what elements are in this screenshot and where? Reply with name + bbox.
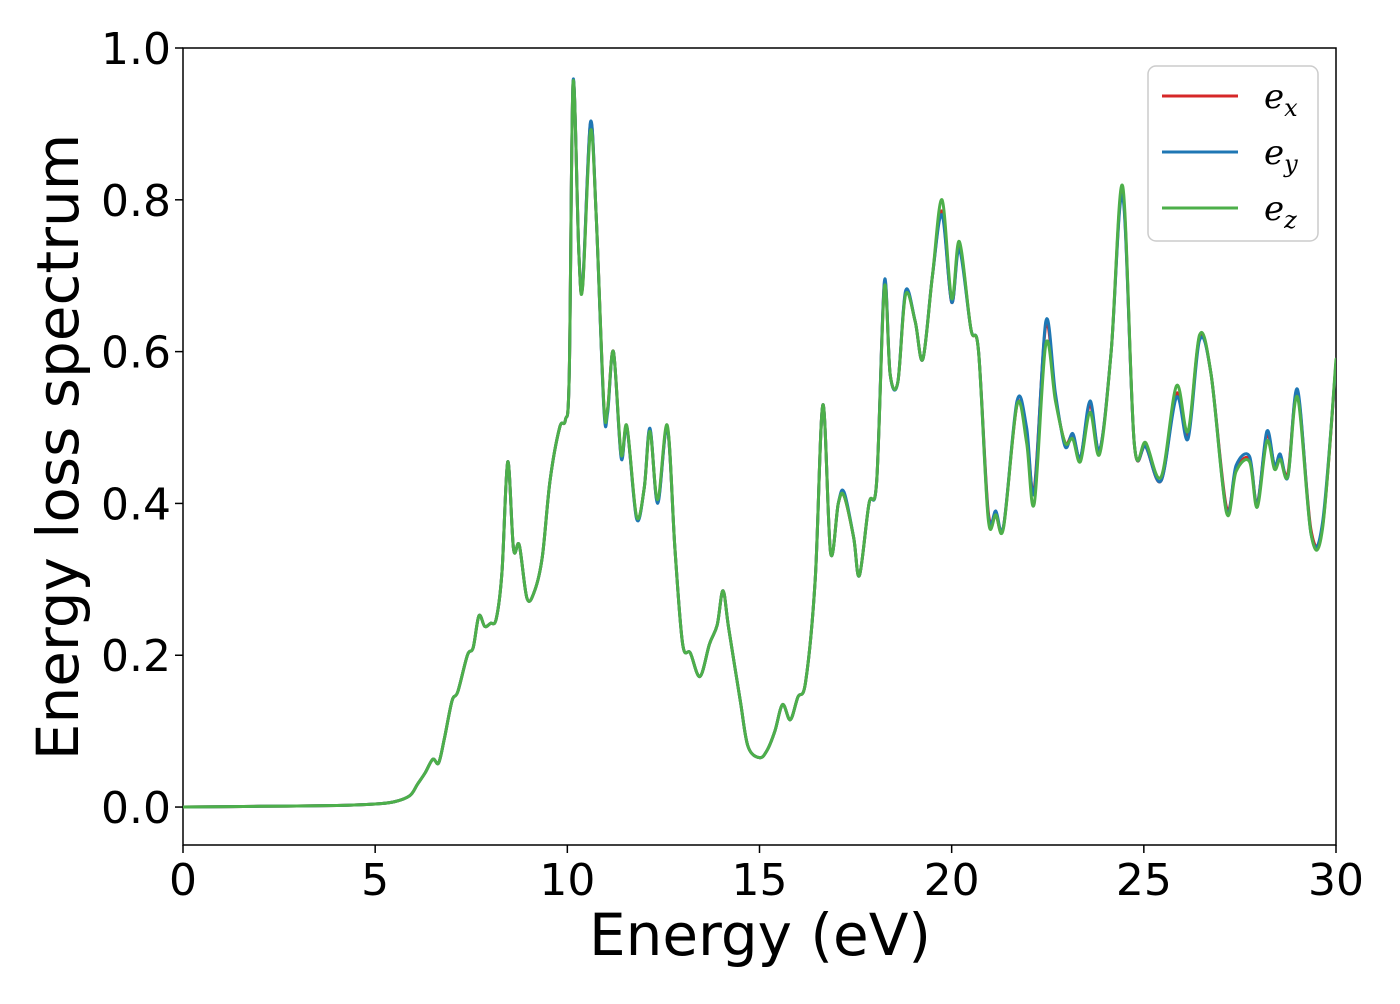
x-tick-label: 0 xyxy=(169,855,197,906)
y-axis-label: Energy loss spectrum xyxy=(24,134,92,760)
y-tick-label: 1.0 xyxy=(101,24,171,75)
legend: ex ey ez xyxy=(1147,65,1319,242)
legend-label-x: ex xyxy=(1264,77,1298,122)
x-tick-label: 25 xyxy=(1116,855,1172,906)
series-line-z xyxy=(183,78,1336,809)
y-axis-ticks: 0.0 0.2 0.4 0.6 0.8 1.0 xyxy=(101,24,183,834)
x-tick-label: 5 xyxy=(361,855,389,906)
x-tick-label: 20 xyxy=(924,855,980,906)
y-tick-label: 0.6 xyxy=(101,328,171,379)
y-tick-label: 0.8 xyxy=(101,176,171,227)
y-tick-label: 0.4 xyxy=(101,479,171,530)
x-axis-ticks: 0 5 10 15 20 25 30 xyxy=(169,845,1364,906)
legend-label-z: ez xyxy=(1264,189,1297,234)
y-tick-label: 0.2 xyxy=(101,631,171,682)
y-tick-label: 0.0 xyxy=(101,783,171,834)
x-tick-label: 30 xyxy=(1308,855,1364,906)
x-tick-label: 15 xyxy=(732,855,788,906)
legend-label-y: ey xyxy=(1264,133,1298,178)
x-axis-label: Energy (eV) xyxy=(589,901,931,969)
series-layer xyxy=(183,77,1336,809)
x-tick-label: 10 xyxy=(539,855,595,906)
